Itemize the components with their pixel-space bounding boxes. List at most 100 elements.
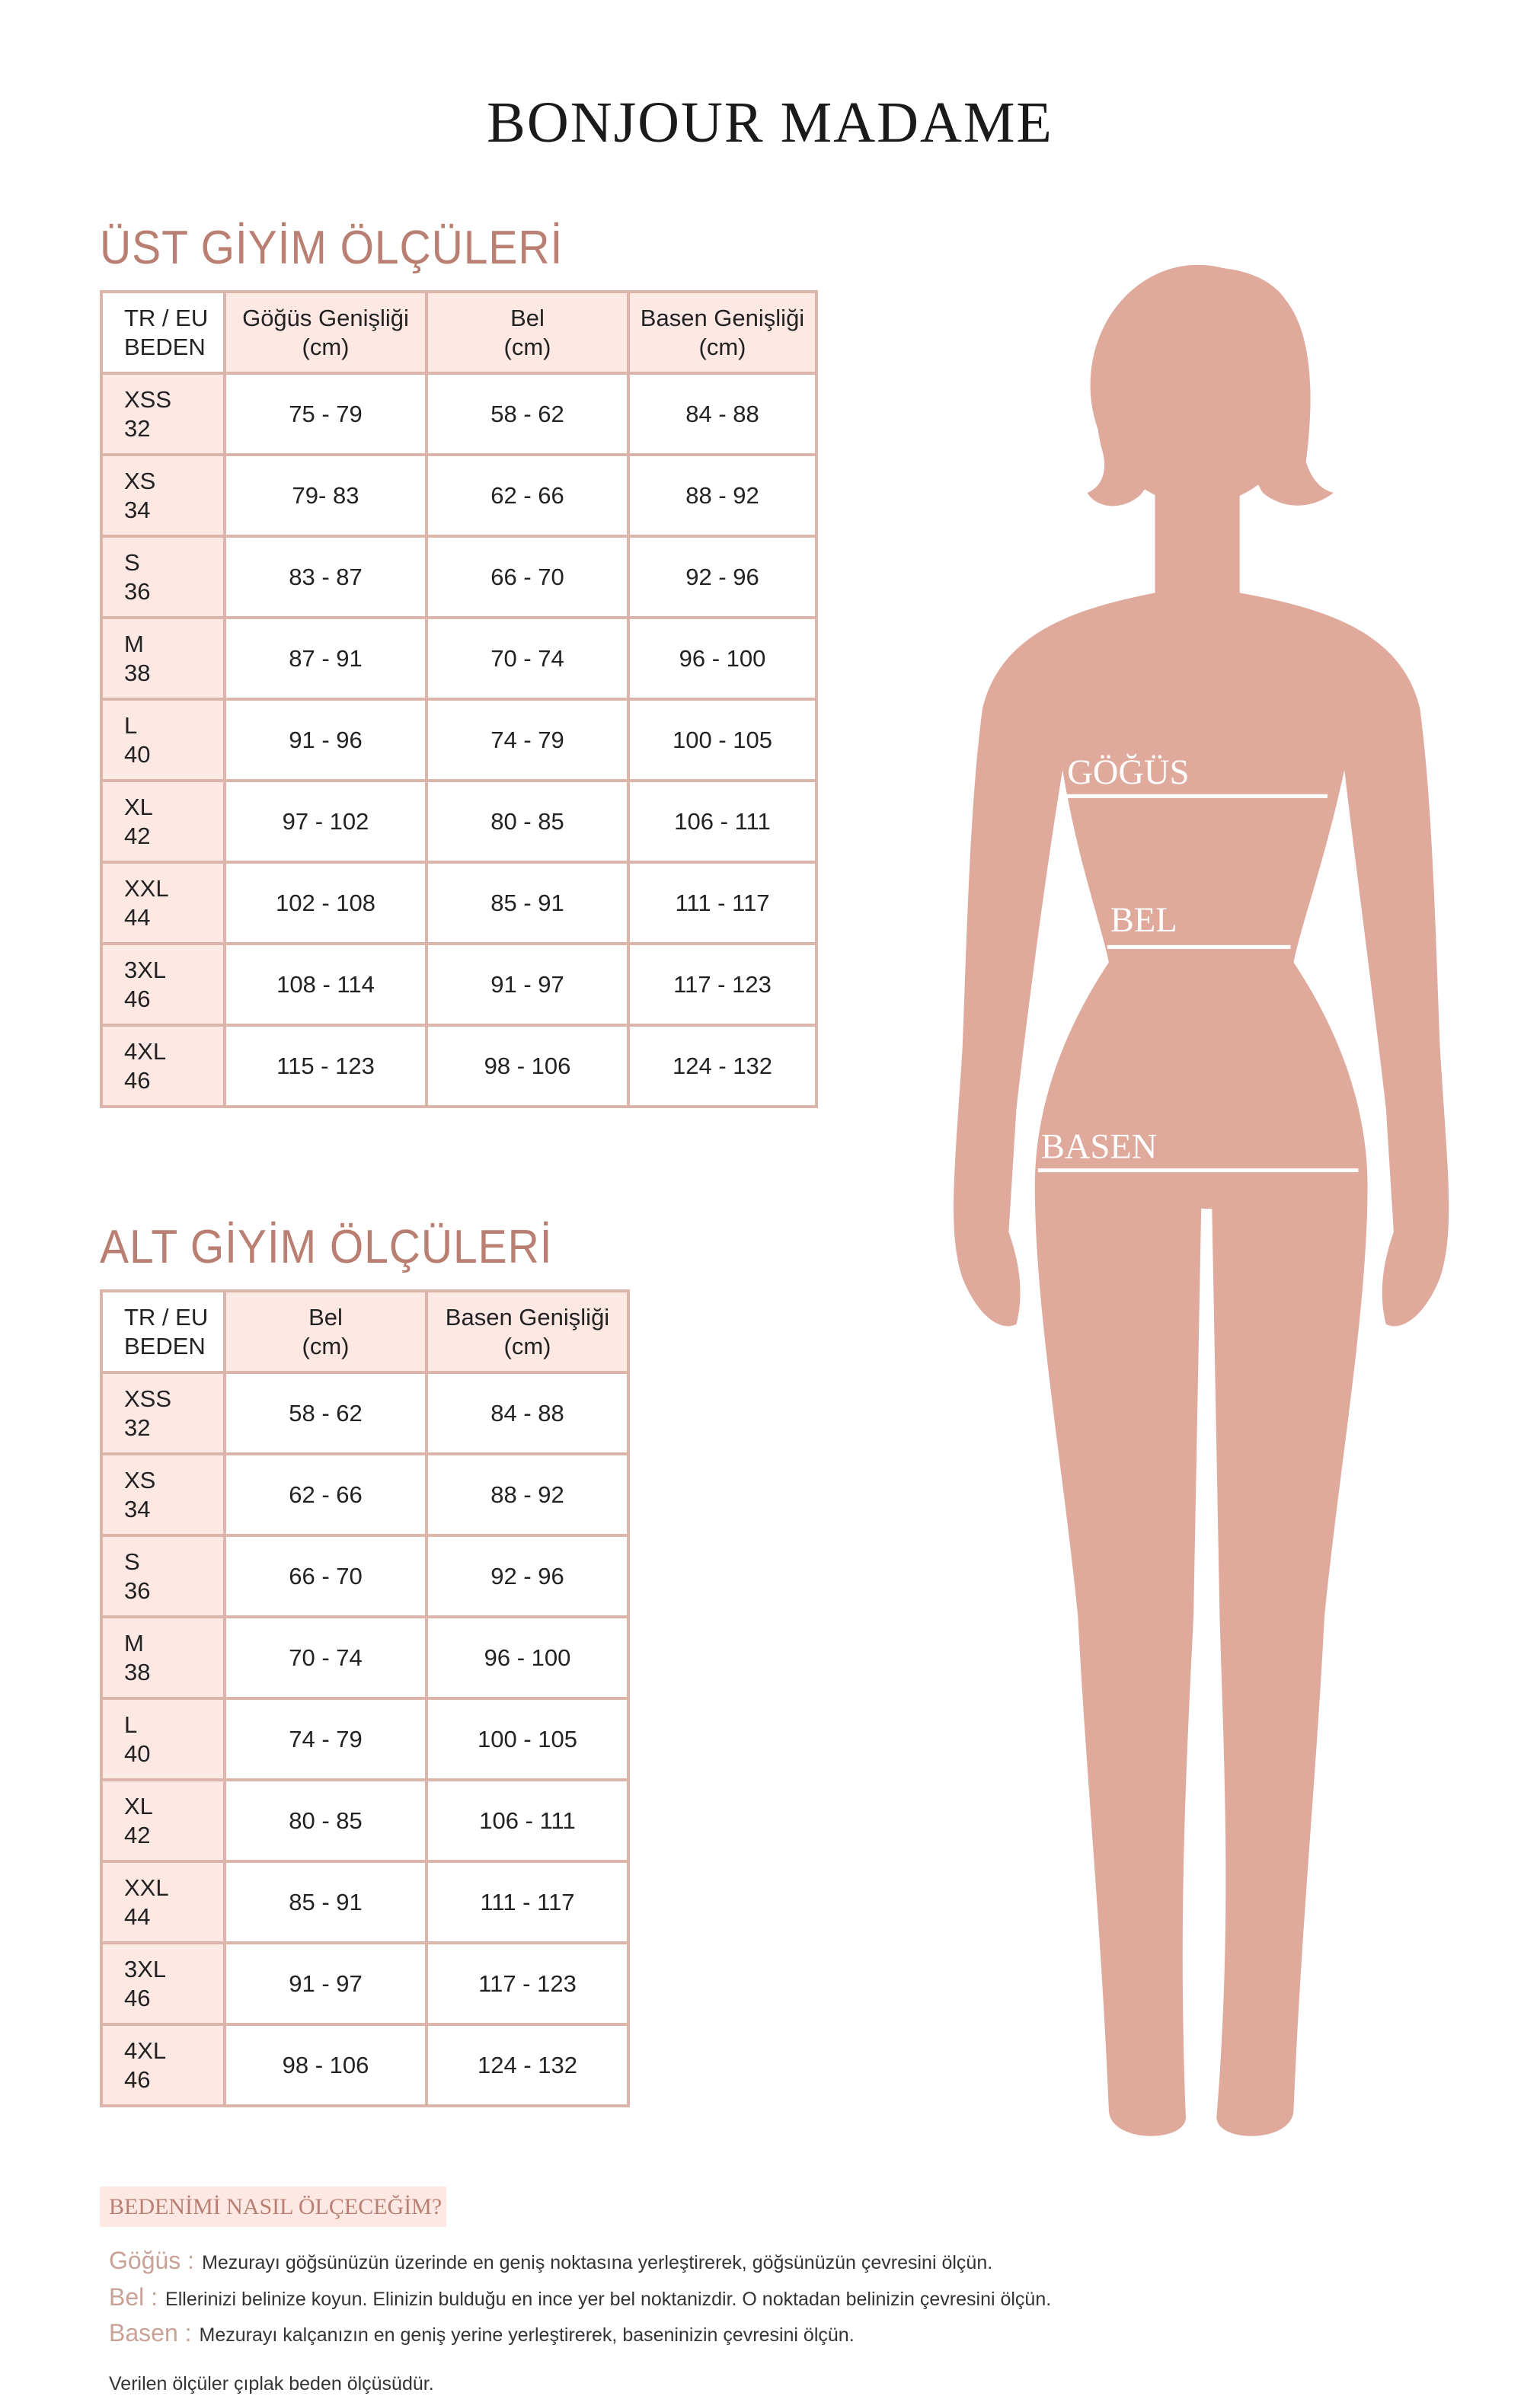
measurement-cell: 80 - 85 <box>425 779 630 864</box>
measurement-cell: 117 - 123 <box>425 1941 630 2026</box>
measurement-cell: 92 - 96 <box>425 1534 630 1618</box>
measurement-cell: 62 - 66 <box>223 1452 428 1537</box>
size-cell: XL 42 <box>100 1778 226 1863</box>
table-row: M 38 87 - 91 70 - 74 96 - 100 <box>100 616 818 701</box>
table-row: 3XL 46 91 - 97 117 - 123 <box>100 1941 630 2026</box>
measurement-cell: 115 - 123 <box>223 1024 428 1108</box>
size-cell: XXL 44 <box>100 861 226 945</box>
chest-label: GÖĞÜS <box>1067 753 1189 792</box>
size-cell: 4XL 46 <box>100 2023 226 2107</box>
measurement-cell: 98 - 106 <box>425 1024 630 1108</box>
size-cell: L 40 <box>100 698 226 782</box>
size-cell: M 38 <box>100 616 226 701</box>
measurement-cell: 58 - 62 <box>425 372 630 456</box>
measurement-cell: 100 - 105 <box>627 698 818 782</box>
measurement-cell: 102 - 108 <box>223 861 428 945</box>
lower-section-title: ALT GİYİM ÖLÇÜLERİ <box>100 1221 553 1273</box>
measurement-cell: 75 - 79 <box>223 372 428 456</box>
measurement-cell: 62 - 66 <box>425 453 630 538</box>
table-row: XS 34 79- 83 62 - 66 88 - 92 <box>100 453 818 538</box>
table-row: L 40 91 - 96 74 - 79 100 - 105 <box>100 698 818 782</box>
table-row: XS 34 62 - 66 88 - 92 <box>100 1452 630 1537</box>
table-row: XL 42 80 - 85 106 - 111 <box>100 1778 630 1863</box>
size-cell: XS 34 <box>100 1452 226 1537</box>
measurement-cell: 88 - 92 <box>425 1452 630 1537</box>
footnote: Verilen ölçüler çıplak beden ölçüsüdür. <box>109 2373 434 2394</box>
table-row: 4XL 46 115 - 123 98 - 106 124 - 132 <box>100 1024 818 1108</box>
column-header: TR / EU BEDEN <box>100 1289 226 1374</box>
size-cell: 3XL 46 <box>100 1941 226 2026</box>
size-cell: XL 42 <box>100 779 226 864</box>
column-header: TR / EU BEDEN <box>100 290 226 375</box>
column-header: Bel (cm) <box>223 1289 428 1374</box>
measurement-cell: 70 - 74 <box>223 1615 428 1700</box>
measurement-cell: 79- 83 <box>223 453 428 538</box>
measurement-cell: 106 - 111 <box>425 1778 630 1863</box>
measurement-cell: 91 - 97 <box>223 1941 428 2026</box>
table-row: XSS 32 75 - 79 58 - 62 84 - 88 <box>100 372 818 456</box>
table-header-row: TR / EU BEDEN Göğüs Genişliği (cm) Bel (cm… <box>100 290 818 375</box>
lower-size-table: TR / EU BEDEN Bel (cm) Basen Genişliği (cm… <box>100 1289 630 2107</box>
table-row: XXL 44 102 - 108 85 - 91 111 - 117 <box>100 861 818 945</box>
measurement-cell: 85 - 91 <box>425 861 630 945</box>
measurement-cell: 66 - 70 <box>223 1534 428 1618</box>
size-cell: XSS 32 <box>100 1371 226 1455</box>
measurement-cell: 100 - 105 <box>425 1697 630 1781</box>
measurement-cell: 84 - 88 <box>627 372 818 456</box>
measurement-cell: 124 - 132 <box>425 2023 630 2107</box>
silhouette-shape <box>954 264 1449 2136</box>
waist-label: BEL <box>1110 901 1177 940</box>
howto-hip-text: Mezurayı kalçanızın en geniş yerine yerl… <box>199 2324 855 2346</box>
size-cell: 4XL 46 <box>100 1024 226 1108</box>
size-cell: S 36 <box>100 1534 226 1618</box>
size-cell: XS 34 <box>100 453 226 538</box>
table-row: S 36 83 - 87 66 - 70 92 - 96 <box>100 535 818 619</box>
table-row: L 40 74 - 79 100 - 105 <box>100 1697 630 1781</box>
how-to-measure-title: BEDENİMİ NASIL ÖLÇECEĞİM? <box>100 2187 446 2227</box>
measurement-cell: 74 - 79 <box>223 1697 428 1781</box>
measurement-cell: 96 - 100 <box>627 616 818 701</box>
column-header: Göğüs Genişliği (cm) <box>223 290 428 375</box>
table-row: S 36 66 - 70 92 - 96 <box>100 1534 630 1618</box>
size-cell: XSS 32 <box>100 372 226 456</box>
measurement-cell: 106 - 111 <box>627 779 818 864</box>
upper-size-table: TR / EU BEDEN Göğüs Genişliği (cm) Bel (cm… <box>100 290 818 1108</box>
howto-waist-key: Bel : <box>109 2283 158 2311</box>
measurement-cell: 74 - 79 <box>425 698 630 782</box>
measurement-cell: 70 - 74 <box>425 616 630 701</box>
upper-section-title: ÜST GİYİM ÖLÇÜLERİ <box>100 222 564 274</box>
size-cell: S 36 <box>100 535 226 619</box>
size-cell: XXL 44 <box>100 1860 226 1944</box>
size-cell: M 38 <box>100 1615 226 1700</box>
column-header: Bel (cm) <box>425 290 630 375</box>
measurement-cell: 83 - 87 <box>223 535 428 619</box>
measurement-cell: 96 - 100 <box>425 1615 630 1700</box>
table-row: XXL 44 85 - 91 111 - 117 <box>100 1860 630 1944</box>
howto-waist-text: Ellerinizi belinize koyun. Elinizin buld… <box>165 2289 1052 2310</box>
size-cell: 3XL 46 <box>100 942 226 1027</box>
measurement-cell: 88 - 92 <box>627 453 818 538</box>
measurement-cell: 97 - 102 <box>223 779 428 864</box>
measurement-cell: 91 - 96 <box>223 698 428 782</box>
measurement-cell: 92 - 96 <box>627 535 818 619</box>
measurement-cell: 117 - 123 <box>627 942 818 1027</box>
brand-logo: BONJOUR MADAME <box>487 91 1053 155</box>
size-cell: L 40 <box>100 1697 226 1781</box>
howto-waist: Bel : Ellerinizi belinize koyun. Elinizin… <box>109 2283 1051 2311</box>
howto-chest-text: Mezurayı göğsünüzün üzerinde en geniş no… <box>202 2252 993 2273</box>
measurement-cell: 111 - 117 <box>425 1860 630 1944</box>
howto-hip: Basen : Mezurayı kalçanızın en geniş yeri… <box>109 2319 855 2347</box>
hip-label: BASEN <box>1041 1127 1157 1166</box>
measurement-cell: 85 - 91 <box>223 1860 428 1944</box>
table-row: XL 42 97 - 102 80 - 85 106 - 111 <box>100 779 818 864</box>
howto-hip-key: Basen : <box>109 2319 192 2346</box>
column-header: Basen Genişliği (cm) <box>627 290 818 375</box>
table-header-row: TR / EU BEDEN Bel (cm) Basen Genişliği (cm… <box>100 1289 630 1374</box>
measurement-cell: 66 - 70 <box>425 535 630 619</box>
measurement-cell: 111 - 117 <box>627 861 818 945</box>
table-row: M 38 70 - 74 96 - 100 <box>100 1615 630 1700</box>
column-header: Basen Genişliği (cm) <box>425 1289 630 1374</box>
table-row: 4XL 46 98 - 106 124 - 132 <box>100 2023 630 2107</box>
measurement-cell: 58 - 62 <box>223 1371 428 1455</box>
measurement-cell: 80 - 85 <box>223 1778 428 1863</box>
